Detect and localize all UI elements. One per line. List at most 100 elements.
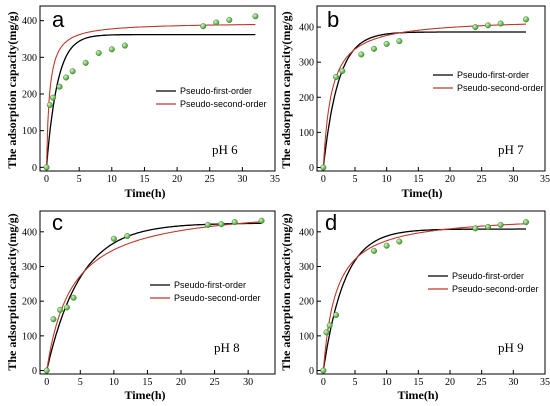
ph-annotation: pH 9 [498, 340, 524, 355]
y-tick-label: 200 [299, 93, 314, 104]
y-tick-label: 300 [299, 262, 314, 273]
data-point [231, 219, 238, 226]
y-axis-title: The adsorption capacity(mg/g) [5, 11, 19, 168]
plot-frame [316, 5, 546, 172]
data-point [258, 217, 265, 224]
data-point [69, 68, 76, 75]
y-tick-label: 0 [309, 366, 314, 377]
legend: Pseudo-first-order Pseudo-second-order [428, 271, 539, 294]
legend-label-second-order: Pseudo-second-order [180, 99, 267, 109]
data-point [320, 367, 327, 374]
data-point [252, 13, 259, 20]
x-tick-label: 20 [172, 174, 182, 185]
plot-frame [39, 5, 276, 172]
data-point [46, 101, 53, 108]
x-tick-label: 5 [353, 174, 358, 185]
data-point [472, 24, 479, 31]
data-point [320, 164, 327, 171]
y-tick-label: 0 [309, 163, 314, 174]
data-point [497, 20, 504, 27]
data-point [50, 316, 57, 323]
legend-label-first-order: Pseudo-first-order [457, 70, 529, 80]
x-tick-label: 15 [142, 377, 152, 388]
series-line-pseudo-first-order [322, 31, 526, 168]
x-axis-title: Time(h) [397, 388, 438, 402]
panel-letter: c [52, 210, 63, 235]
data-point [218, 221, 225, 228]
data-point [371, 247, 378, 254]
ph-annotation: pH 6 [212, 142, 238, 157]
data-point [82, 59, 89, 66]
legend-label-second-order: Pseudo-second-order [457, 83, 544, 93]
x-axis-title: Time(h) [124, 186, 165, 200]
data-point [358, 51, 365, 58]
data-point [213, 19, 220, 26]
x-tick-label: 20 [176, 377, 186, 388]
x-tick-label: 35 [540, 174, 550, 185]
data-point [108, 46, 115, 53]
data-point [383, 40, 390, 47]
data-point [70, 294, 77, 301]
plot-frame [316, 210, 546, 375]
series-line-pseudo-second-order [46, 221, 262, 371]
y-tick-label: 100 [299, 128, 314, 139]
y-tick-label: 400 [299, 23, 314, 34]
data-point [383, 242, 390, 249]
data-point [396, 238, 403, 245]
y-tick-label: 100 [22, 331, 37, 342]
x-tick-label: 25 [205, 174, 215, 185]
y-axis-title: The adsorption capacity(mg/g) [279, 11, 293, 168]
legend: Pseudo-first-order Pseudo-second-order [156, 86, 267, 109]
plot-frame [39, 210, 276, 375]
data-point [523, 16, 530, 23]
data-point [326, 322, 333, 329]
y-tick-label: 200 [299, 297, 314, 308]
data-point [472, 225, 479, 232]
y-tick-label: 300 [299, 58, 314, 69]
panel-letter: d [325, 210, 337, 235]
panel-a: The adsorption capacity(mg/g) Time(h) a … [5, 5, 280, 200]
data-point [63, 304, 70, 311]
x-tick-label: 10 [382, 174, 392, 185]
x-axis-title: Time(h) [124, 388, 165, 402]
y-tick-label: 400 [299, 227, 314, 238]
x-tick-label: 25 [477, 377, 487, 388]
x-tick-label: 0 [321, 174, 326, 185]
data-point [121, 42, 128, 49]
series-line-pseudo-second-order [322, 23, 527, 168]
panel-d: The adsorption capacity(mg/g) Time(h) d … [279, 210, 550, 402]
data-point [371, 45, 378, 52]
x-tick-label: 35 [540, 377, 550, 388]
x-tick-label: 0 [44, 174, 49, 185]
y-tick-label: 200 [22, 297, 37, 308]
data-point [333, 312, 340, 319]
legend: Pseudo-first-order Pseudo-second-order [150, 280, 261, 303]
legend-label-first-order: Pseudo-first-order [180, 86, 252, 96]
x-tick-label: 5 [353, 377, 358, 388]
x-tick-label: 5 [77, 174, 82, 185]
y-tick-label: 300 [22, 262, 37, 273]
data-point [63, 74, 70, 81]
data-point [56, 83, 63, 90]
data-point [57, 306, 64, 313]
y-tick-label: 200 [22, 90, 37, 101]
y-tick-label: 100 [22, 126, 37, 137]
data-point [333, 73, 340, 80]
data-point [485, 223, 492, 230]
legend-label-second-order: Pseudo-second-order [452, 284, 539, 294]
data-point [497, 221, 504, 228]
x-tick-label: 30 [508, 377, 518, 388]
data-point [110, 235, 117, 242]
data-point [43, 367, 50, 374]
x-tick-label: 25 [210, 377, 220, 388]
legend-label-second-order: Pseudo-second-order [174, 293, 261, 303]
panel-letter: b [327, 7, 339, 32]
x-tick-label: 10 [109, 377, 119, 388]
x-tick-label: 15 [139, 174, 149, 185]
x-tick-label: 15 [413, 377, 423, 388]
panel-c: The adsorption capacity(mg/g) Time(h) c … [5, 210, 276, 402]
y-axis-title: The adsorption capacity(mg/g) [279, 213, 293, 370]
x-tick-label: 30 [508, 174, 518, 185]
panel-b: The adsorption capacity(mg/g) Time(h) b … [279, 5, 550, 200]
